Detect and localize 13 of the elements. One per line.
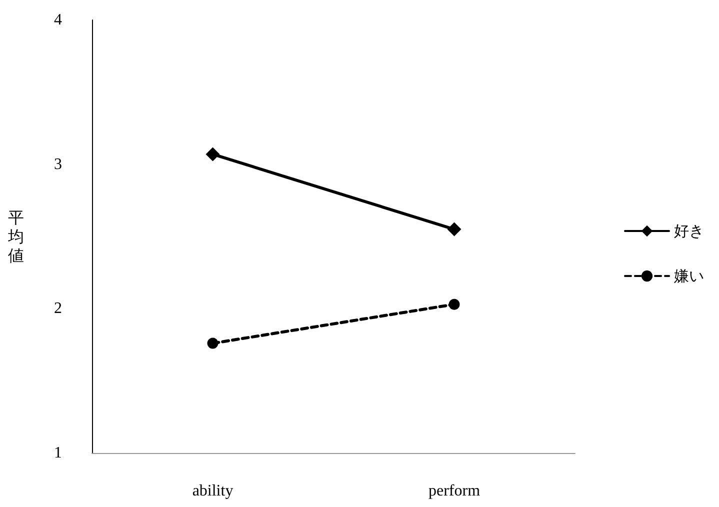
y-tick-label: 2 [54, 300, 62, 318]
y-tick-label: 4 [54, 12, 62, 28]
point [207, 338, 218, 349]
point [448, 298, 460, 310]
legend-label: 好き [674, 222, 704, 240]
x-tick-label: perform [428, 482, 481, 500]
point [447, 222, 462, 236]
y-axis-title: 平均値 [7, 208, 24, 265]
legend-label: 嫌い [674, 267, 704, 285]
y-tick-label: 3 [54, 156, 62, 173]
point [206, 147, 220, 162]
y-tick-label: 1 [54, 444, 62, 462]
x-tick-label: ability [192, 482, 234, 500]
